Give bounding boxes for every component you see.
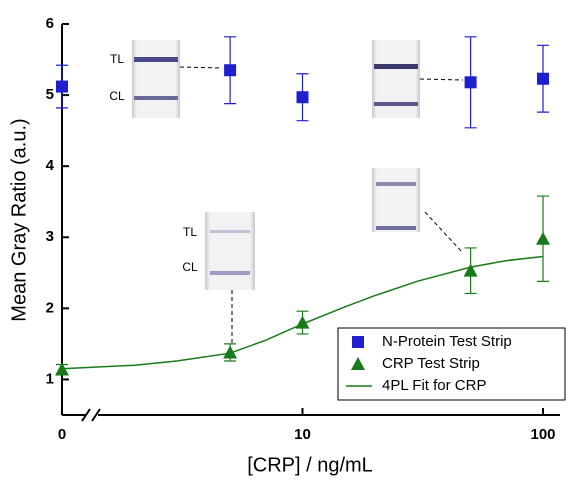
x-tick-label: 0 [58,426,66,443]
legend-box [337,327,566,401]
point [464,76,477,89]
axis-break [91,408,101,422]
legend-label: 4PL Fit for CRP [382,377,486,394]
point [537,72,549,85]
y-tick-label: 4 [46,157,55,174]
x-tick-label: 10 [294,426,311,443]
axis-break [81,408,91,422]
point [224,64,237,77]
y-tick-label: 3 [46,228,54,245]
point [296,91,309,104]
legend-label: N-Protein Test Strip [382,333,512,350]
x-axis-label: [CRP] / ng/mL [247,454,373,476]
inset-label: CL [109,89,125,103]
point [536,231,550,245]
y-tick-label: 2 [46,299,54,316]
legend-marker [352,336,364,348]
inset-label: TL [110,52,124,66]
y-tick-label: 5 [46,86,54,103]
inset-label: CL [182,260,198,274]
point [463,263,478,277]
legend-label: CRP Test Strip [382,355,480,372]
point [56,80,68,93]
x-tick-label: 100 [530,426,555,443]
legend-marker [351,357,365,370]
point [55,362,69,376]
y-tick-label: 6 [46,15,54,32]
y-tick-label: 1 [46,370,54,387]
fit-line [61,255,544,370]
point [223,345,238,359]
inset-label: TL [183,225,197,239]
point [295,315,310,329]
y-axis-label: Mean Gray Ratio (a.u.) [8,118,30,321]
inset-images [132,40,464,345]
